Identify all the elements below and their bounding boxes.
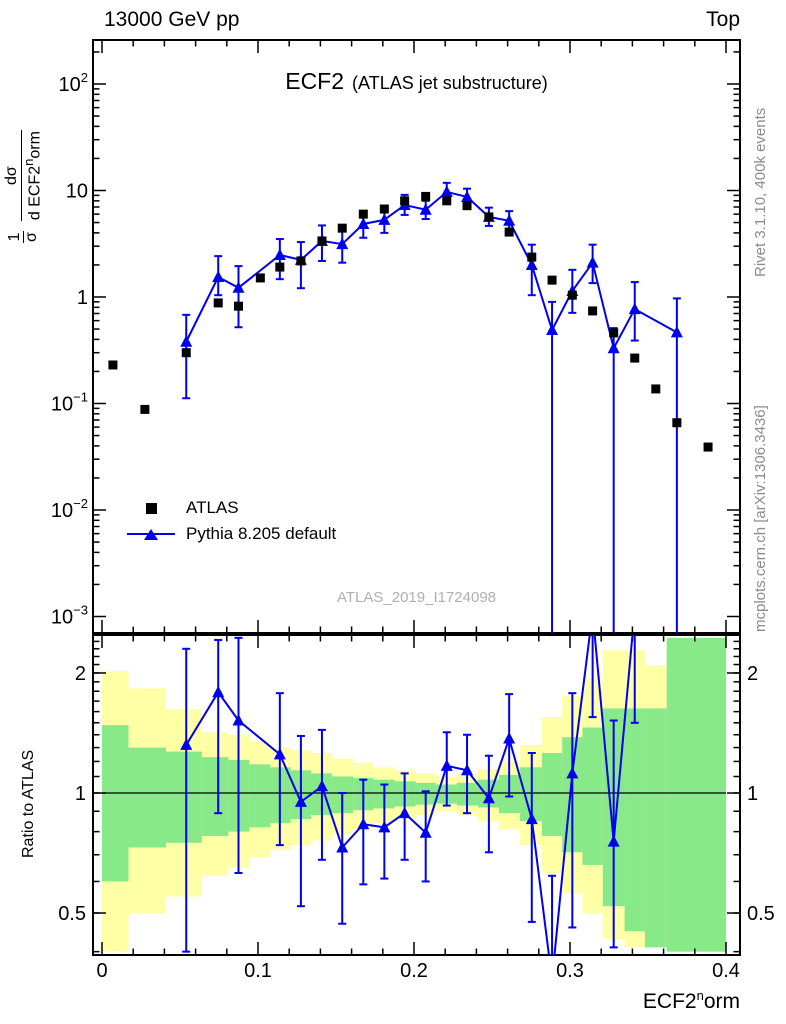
svg-text:0.1: 0.1 — [244, 960, 272, 982]
green-band-bin — [541, 752, 563, 837]
legend: ATLAS Pythia 8.205 default — [127, 495, 336, 547]
svg-text:10−3: 10−3 — [51, 603, 88, 629]
svg-text:0.3: 0.3 — [556, 960, 584, 982]
green-band-bin — [128, 747, 166, 848]
svg-text:0.2: 0.2 — [400, 960, 428, 982]
watermark-analysis-id: ATLAS_2019_I1724098 — [336, 589, 497, 606]
x-axis-title: ECF2norm — [642, 988, 740, 1013]
svg-text:2: 2 — [747, 663, 758, 685]
atlas-series-main — [108, 191, 713, 452]
svg-text:10−1: 10−1 — [51, 390, 88, 416]
svg-text:1: 1 — [75, 783, 86, 805]
svg-text:10: 10 — [66, 181, 88, 203]
axis-ticks — [93, 40, 740, 955]
legend-label-pythia: Pythia 8.205 default — [186, 524, 337, 543]
svg-text:0.4: 0.4 — [712, 960, 740, 982]
axis-tick-labels: 102 10 1 10−1 10−2 10−3 2 2 1 1 0.5 0.5 0 0.1 0.2 0.3 0.… — [51, 70, 775, 982]
green-band-bin — [692, 637, 726, 952]
green-band-bin — [624, 708, 645, 932]
green-band-bin — [644, 708, 667, 948]
legend-entry-pythia: Pythia 8.205 default — [127, 521, 336, 547]
atlas-square-marker-icon — [127, 502, 175, 514]
rivet-version-text: Rivet 3.1.10, 400k events — [752, 107, 769, 277]
legend-entry-atlas: ATLAS — [127, 495, 336, 521]
uncertainty-bands — [102, 637, 726, 952]
pythia-triangle-line-marker-icon — [127, 528, 175, 540]
plot-title: ECF2 (ATLAS jet substructure) — [93, 68, 740, 95]
process-label: Top — [706, 8, 740, 31]
svg-text:2: 2 — [75, 663, 86, 685]
title-observable: ECF2 — [285, 68, 345, 94]
ratio-panel-frame — [92, 634, 741, 956]
green-band-bin — [165, 751, 202, 843]
svg-text:1: 1 — [77, 287, 88, 309]
green-band-bin — [102, 725, 129, 882]
ratio-y-axis-title: Ratio to ATLAS — [20, 749, 37, 858]
green-band-bin — [582, 727, 603, 865]
pythia-ratio-series — [180, 635, 639, 955]
svg-text:10−2: 10−2 — [51, 496, 88, 522]
green-band-bin — [666, 637, 693, 952]
svg-text:1: 1 — [747, 783, 758, 805]
svg-text:0: 0 — [96, 960, 107, 982]
svg-text:102: 102 — [59, 70, 88, 96]
svg-text:0.5: 0.5 — [747, 903, 775, 925]
svg-text:0.5: 0.5 — [58, 903, 86, 925]
mcplots-arxiv-text: mcplots.cern.ch [arXiv:1306.3436] — [752, 405, 769, 632]
green-band-bin — [201, 757, 229, 837]
legend-label-atlas: ATLAS — [186, 498, 239, 517]
main-y-axis-title: 1 σ dσ d ECF2norm — [3, 130, 44, 243]
dsigma-fraction: dσ d ECF2norm — [3, 130, 44, 222]
one-over-sigma-fraction: 1 σ — [5, 231, 42, 243]
pythia-series-main — [180, 181, 683, 633]
beam-energy-label: 13000 GeV pp — [104, 8, 240, 31]
green-band-bin — [249, 764, 271, 828]
main-panel-frame — [92, 39, 741, 634]
title-analysis: (ATLAS jet substructure) — [352, 73, 548, 93]
